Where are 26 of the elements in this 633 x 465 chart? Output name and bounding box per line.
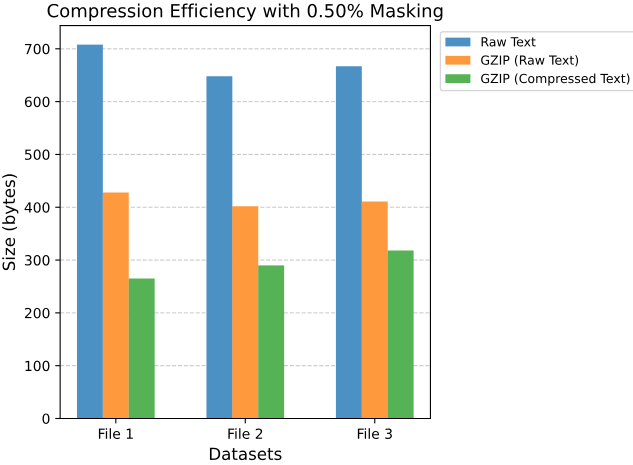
y-tick-label: 100 bbox=[25, 360, 50, 372]
y-axis-title: Size (bytes) bbox=[2, 174, 18, 270]
bar bbox=[362, 201, 388, 418]
bar bbox=[128, 278, 155, 418]
bar bbox=[336, 66, 362, 418]
y-tick-label: 500 bbox=[24, 149, 50, 160]
bar bbox=[206, 76, 232, 418]
bar bbox=[388, 250, 414, 418]
chart-title: Compression Efficiency with 0.50% Masking bbox=[48, 4, 442, 21]
x-axis-title: Datasets bbox=[210, 448, 282, 460]
y-tick-label: 600 bbox=[24, 96, 50, 108]
bar bbox=[232, 206, 258, 418]
y-tick-label: 0 bbox=[42, 413, 50, 424]
x-tick-label: File 3 bbox=[358, 428, 392, 439]
bar bbox=[102, 192, 129, 418]
y-tick-label: 300 bbox=[24, 255, 50, 266]
x-tick-label: File 2 bbox=[228, 428, 262, 439]
bar bbox=[76, 44, 103, 418]
legend-label: Raw Text bbox=[482, 37, 536, 46]
y-tick-label: 700 bbox=[25, 44, 50, 54]
x-tick-label: File 1 bbox=[98, 428, 133, 439]
y-tick-label: 400 bbox=[24, 202, 50, 213]
y-tick-label: 200 bbox=[24, 308, 50, 318]
bar bbox=[258, 265, 284, 418]
legend-label: GZIP (Raw Text) bbox=[481, 55, 578, 66]
legend-label: GZIP (Compressed Text) bbox=[481, 74, 630, 86]
